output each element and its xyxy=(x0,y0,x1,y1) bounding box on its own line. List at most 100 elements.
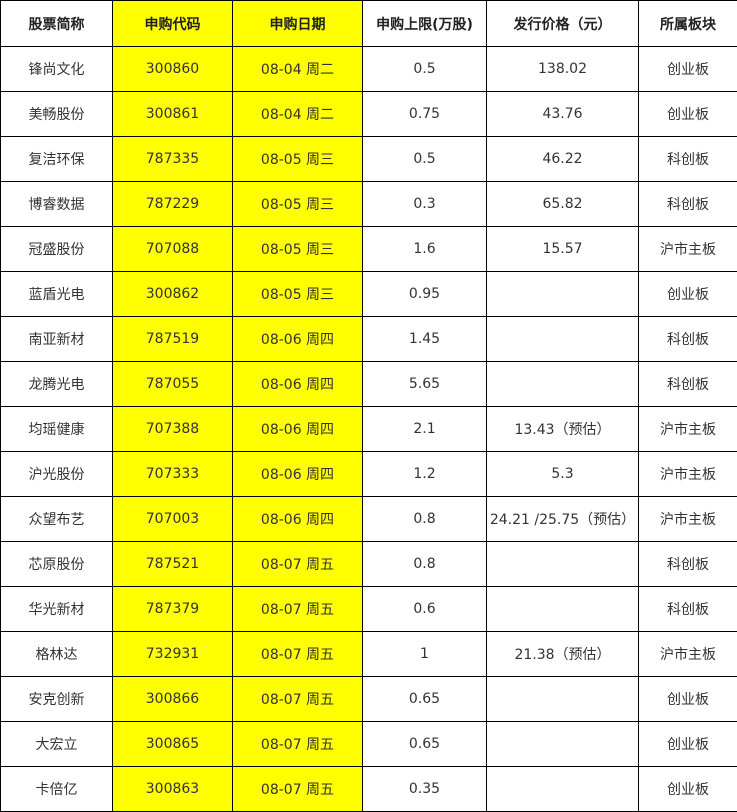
cell-subscription-date: 08-04 周二 xyxy=(233,47,363,92)
cell-subscription-date: 08-07 周五 xyxy=(233,767,363,812)
cell-subscription-limit: 0.65 xyxy=(363,677,487,722)
cell-subscription-limit: 2.1 xyxy=(363,407,487,452)
cell-subscription-code: 787519 xyxy=(113,317,233,362)
cell-subscription-limit: 1.2 xyxy=(363,452,487,497)
cell-subscription-date: 08-06 周四 xyxy=(233,497,363,542)
cell-subscription-limit: 0.8 xyxy=(363,542,487,587)
cell-subscription-limit: 0.8 xyxy=(363,497,487,542)
cell-subscription-date: 08-05 周三 xyxy=(233,227,363,272)
cell-subscription-code: 787055 xyxy=(113,362,233,407)
cell-stock-name: 美畅股份 xyxy=(1,92,113,137)
cell-subscription-limit: 1 xyxy=(363,632,487,677)
header-subscription-code: 申购代码 xyxy=(113,1,233,47)
cell-issue-price: 15.57 xyxy=(487,227,639,272)
header-subscription-date: 申购日期 xyxy=(233,1,363,47)
cell-subscription-code: 300866 xyxy=(113,677,233,722)
cell-subscription-limit: 0.75 xyxy=(363,92,487,137)
header-subscription-limit: 申购上限(万股) xyxy=(363,1,487,47)
cell-board: 沪市主板 xyxy=(639,407,737,452)
cell-subscription-limit: 0.95 xyxy=(363,272,487,317)
cell-subscription-date: 08-05 周三 xyxy=(233,137,363,182)
cell-subscription-code: 787379 xyxy=(113,587,233,632)
cell-subscription-limit: 1.6 xyxy=(363,227,487,272)
cell-board: 沪市主板 xyxy=(639,632,737,677)
cell-stock-name: 蓝盾光电 xyxy=(1,272,113,317)
cell-stock-name: 龙腾光电 xyxy=(1,362,113,407)
cell-stock-name: 均瑶健康 xyxy=(1,407,113,452)
cell-issue-price: 65.82 xyxy=(487,182,639,227)
cell-subscription-limit: 0.65 xyxy=(363,722,487,767)
cell-issue-price: 138.02 xyxy=(487,47,639,92)
cell-subscription-limit: 5.65 xyxy=(363,362,487,407)
cell-stock-name: 华光新材 xyxy=(1,587,113,632)
cell-issue-price xyxy=(487,587,639,632)
cell-subscription-code: 732931 xyxy=(113,632,233,677)
cell-stock-name: 博睿数据 xyxy=(1,182,113,227)
cell-subscription-code: 787229 xyxy=(113,182,233,227)
cell-issue-price xyxy=(487,362,639,407)
cell-subscription-date: 08-05 周三 xyxy=(233,272,363,317)
cell-board: 创业板 xyxy=(639,272,737,317)
cell-subscription-limit: 0.6 xyxy=(363,587,487,632)
cell-subscription-date: 08-04 周二 xyxy=(233,92,363,137)
cell-issue-price xyxy=(487,722,639,767)
cell-subscription-date: 08-06 周四 xyxy=(233,362,363,407)
cell-board: 沪市主板 xyxy=(639,452,737,497)
cell-stock-name: 南亚新材 xyxy=(1,317,113,362)
cell-subscription-date: 08-07 周五 xyxy=(233,632,363,677)
cell-board: 沪市主板 xyxy=(639,497,737,542)
cell-subscription-date: 08-06 周四 xyxy=(233,452,363,497)
cell-issue-price xyxy=(487,677,639,722)
cell-subscription-date: 08-07 周五 xyxy=(233,677,363,722)
cell-board: 创业板 xyxy=(639,677,737,722)
cell-board: 科创板 xyxy=(639,542,737,587)
cell-issue-price xyxy=(487,542,639,587)
cell-board: 科创板 xyxy=(639,182,737,227)
cell-stock-name: 冠盛股份 xyxy=(1,227,113,272)
cell-board: 创业板 xyxy=(639,722,737,767)
cell-subscription-code: 300861 xyxy=(113,92,233,137)
cell-issue-price: 46.22 xyxy=(487,137,639,182)
cell-subscription-code: 707333 xyxy=(113,452,233,497)
cell-board: 科创板 xyxy=(639,362,737,407)
cell-subscription-code: 300860 xyxy=(113,47,233,92)
cell-subscription-code: 707088 xyxy=(113,227,233,272)
cell-issue-price: 13.43（预估） xyxy=(487,407,639,452)
cell-subscription-code: 300865 xyxy=(113,722,233,767)
cell-board: 创业板 xyxy=(639,92,737,137)
cell-subscription-code: 707003 xyxy=(113,497,233,542)
cell-issue-price xyxy=(487,272,639,317)
cell-stock-name: 卡倍亿 xyxy=(1,767,113,812)
cell-subscription-code: 300862 xyxy=(113,272,233,317)
cell-issue-price: 43.76 xyxy=(487,92,639,137)
cell-subscription-date: 08-07 周五 xyxy=(233,587,363,632)
cell-subscription-limit: 0.3 xyxy=(363,182,487,227)
header-issue-price: 发行价格（元） xyxy=(487,1,639,47)
cell-board: 沪市主板 xyxy=(639,227,737,272)
cell-issue-price xyxy=(487,317,639,362)
header-stock-name: 股票简称 xyxy=(1,1,113,47)
cell-board: 创业板 xyxy=(639,767,737,812)
header-board: 所属板块 xyxy=(639,1,737,47)
cell-stock-name: 安克创新 xyxy=(1,677,113,722)
cell-issue-price: 5.3 xyxy=(487,452,639,497)
cell-stock-name: 沪光股份 xyxy=(1,452,113,497)
cell-subscription-code: 787521 xyxy=(113,542,233,587)
cell-stock-name: 众望布艺 xyxy=(1,497,113,542)
cell-stock-name: 芯原股份 xyxy=(1,542,113,587)
cell-subscription-code: 707388 xyxy=(113,407,233,452)
cell-subscription-date: 08-05 周三 xyxy=(233,182,363,227)
